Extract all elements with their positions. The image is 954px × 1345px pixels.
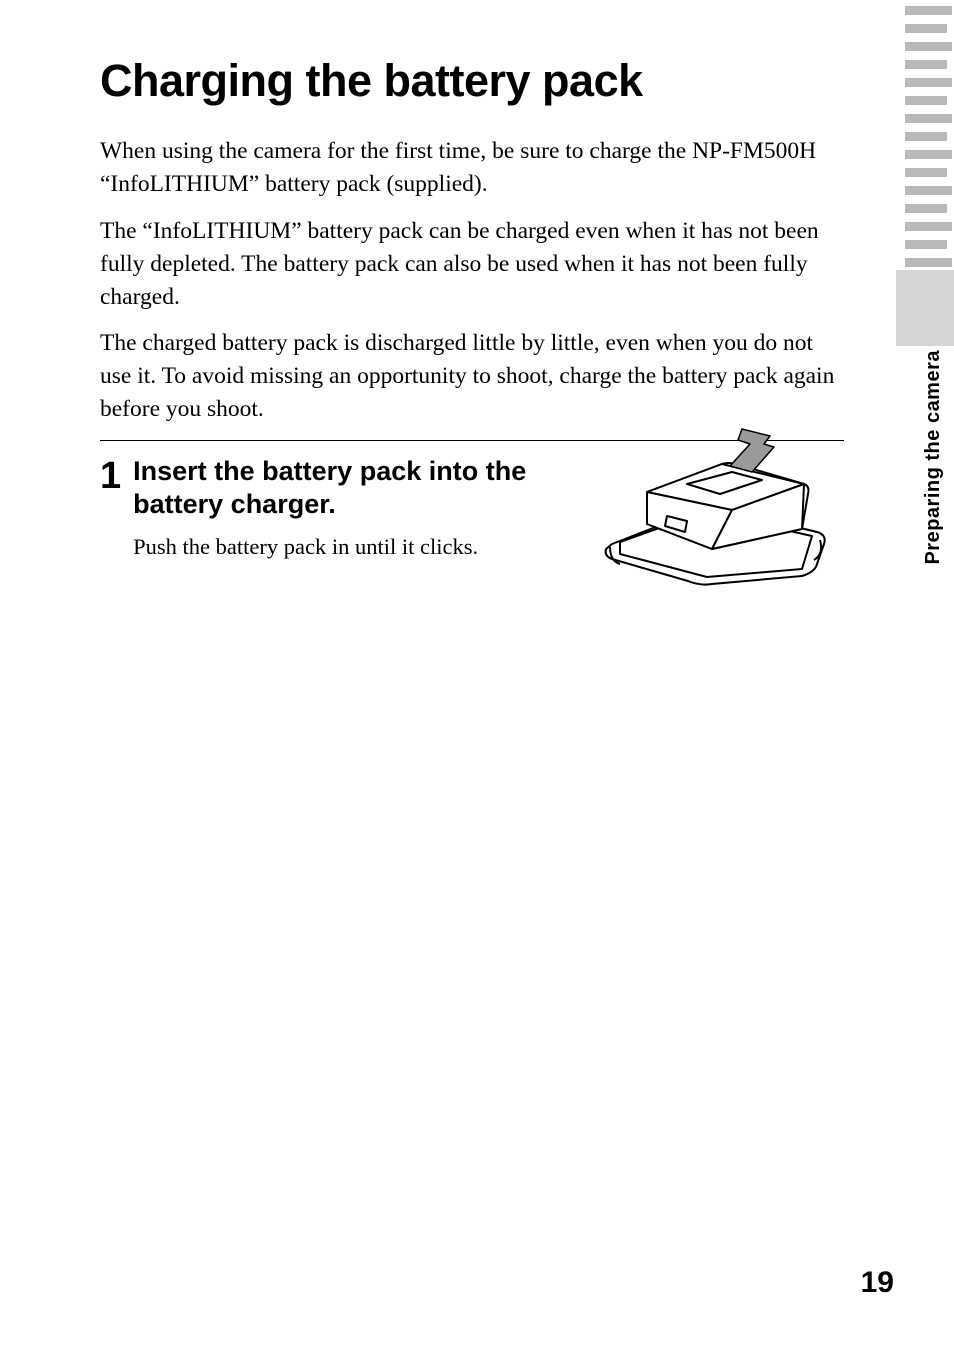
battery-charger-illustration [592,414,842,594]
index-bar [905,240,947,249]
index-bar [905,60,947,69]
step-number: 1 [100,457,121,495]
index-bar [905,24,947,33]
index-bar [905,78,952,87]
page-title: Charging the battery pack [100,55,844,107]
manual-page: Charging the battery pack When using the… [0,0,954,1345]
step-heading: Insert the battery pack into the battery… [133,455,553,521]
index-bar [905,42,952,51]
intro-paragraph-1: When using the camera for the first time… [100,135,844,201]
index-bar [905,258,952,267]
index-bar [905,222,952,231]
index-bar [905,150,952,159]
index-bar [905,114,952,123]
index-bar [905,6,952,15]
index-bar [905,96,947,105]
section-side-label: Preparing the camera [922,350,945,565]
thumb-index-bars [905,6,952,267]
index-bar [905,132,947,141]
section-thumb-tab [896,270,954,346]
page-number: 19 [861,1266,894,1300]
index-bar [905,204,947,213]
intro-paragraph-2: The “InfoLITHIUM” battery pack can be ch… [100,215,844,314]
intro-paragraph-3: The charged battery pack is discharged l… [100,327,844,426]
index-bar [905,168,947,177]
index-bar [905,186,952,195]
